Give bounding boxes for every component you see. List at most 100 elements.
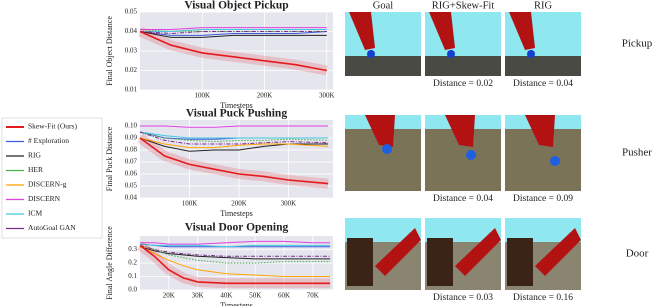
robot-arm xyxy=(455,228,501,276)
x-axis-label: Timesteps xyxy=(220,101,253,110)
y-tick-label: 0.06 xyxy=(125,170,138,178)
distance-label: Distance = 0.02 xyxy=(433,79,493,89)
distance-label: Distance = 0.04 xyxy=(433,194,493,204)
legend: Skew-Fit (Ours) # Exploration RIG HER DISCER… xyxy=(1,117,103,239)
y-tick-label: 0.02 xyxy=(125,66,138,74)
y-tick-label: 0.04 xyxy=(125,27,138,35)
x-tick-label: 300K xyxy=(319,92,335,100)
x-tick-label: 50K xyxy=(249,292,261,300)
x-tick-label: 100K xyxy=(194,92,210,100)
robot-arm xyxy=(349,12,375,50)
object xyxy=(527,50,535,58)
x-tick-label: 100K xyxy=(182,200,198,208)
x-tick-label: 30K xyxy=(192,292,204,300)
line xyxy=(139,137,329,149)
x-tick-label: 40K xyxy=(220,292,232,300)
line xyxy=(139,244,331,257)
legend-label: ICM xyxy=(28,209,43,218)
distance-label: Distance = 0.16 xyxy=(513,293,573,303)
y-tick-label: 0.07 xyxy=(125,158,138,166)
y-axis-label: Final Angle Difference xyxy=(105,226,114,300)
column-header: Goal xyxy=(373,0,393,11)
line xyxy=(139,137,329,185)
legend-label: DISCERN-g xyxy=(28,180,67,189)
scene-image xyxy=(425,12,501,76)
door xyxy=(347,238,373,286)
line xyxy=(140,125,329,128)
object xyxy=(447,50,455,58)
x-tick-label: 200K xyxy=(257,92,273,100)
scene-image xyxy=(505,115,581,191)
y-tick-label: 0.1 xyxy=(128,272,137,280)
legend-label: HER xyxy=(28,165,43,174)
y-axis-label: Final Object Distance xyxy=(105,16,114,86)
line xyxy=(140,29,327,32)
column-header: RIG xyxy=(534,0,553,11)
row-label: Pickup xyxy=(622,38,653,50)
x-tick-label: 300K xyxy=(281,200,297,208)
robot-arm xyxy=(525,115,555,147)
y-tick-label: 0.05 xyxy=(125,182,138,190)
table xyxy=(505,56,581,76)
robot-arm xyxy=(445,115,475,147)
puck xyxy=(466,150,476,160)
door xyxy=(427,238,453,286)
line xyxy=(139,31,327,38)
line xyxy=(139,31,327,35)
y-tick-label: 0.09 xyxy=(125,134,138,142)
line xyxy=(139,243,331,248)
puck xyxy=(382,144,392,154)
column-header: RIG+Skew-Fit xyxy=(432,0,495,11)
legend-label: # Exploration xyxy=(28,136,69,145)
door xyxy=(507,238,533,286)
y-tick-label: 0.04 xyxy=(125,194,138,202)
robot-arm xyxy=(535,228,581,276)
y-tick-label: 0.10 xyxy=(125,122,138,130)
line xyxy=(139,243,331,248)
y-tick-label: 0.0 xyxy=(128,286,137,294)
x-tick-label: 20K xyxy=(163,292,175,300)
y-tick-label: 0.08 xyxy=(125,146,138,154)
line xyxy=(139,30,327,72)
line xyxy=(140,240,331,245)
line xyxy=(139,246,331,277)
line xyxy=(139,131,329,139)
line xyxy=(139,246,331,260)
scene-image xyxy=(345,115,421,191)
chart-title: Visual Door Opening xyxy=(185,222,289,234)
distance-label: Distance = 0.04 xyxy=(513,79,573,89)
x-tick-label: 200K xyxy=(231,200,247,208)
scene-image xyxy=(425,115,501,191)
x-axis-label: Timesteps xyxy=(220,301,253,306)
scene-image xyxy=(345,12,421,76)
legend-box xyxy=(1,117,103,239)
chart-title: Visual Object Pickup xyxy=(184,0,288,12)
y-tick-label: 0.01 xyxy=(125,86,138,94)
legend-label: RIG xyxy=(28,151,42,160)
robot-arm xyxy=(365,115,395,147)
y-tick-label: 0.2 xyxy=(128,259,137,267)
puck xyxy=(550,156,560,166)
legend-label: Skew-Fit (Ours) xyxy=(28,122,77,131)
chart-title: Visual Puck Pushing xyxy=(186,108,287,120)
x-axis-label: Timesteps xyxy=(220,209,253,218)
x-tick-label: 70K xyxy=(307,292,319,300)
y-tick-label: 0.05 xyxy=(125,8,138,16)
y-tick-label: 0.3 xyxy=(128,245,137,253)
scene-image xyxy=(425,218,501,290)
object xyxy=(367,50,375,58)
row-label: Door xyxy=(626,248,649,260)
row-label: Pusher xyxy=(622,147,652,159)
line xyxy=(139,131,329,143)
scene-image xyxy=(505,218,581,290)
x-tick-label: 60K xyxy=(278,292,290,300)
line xyxy=(139,244,331,285)
table xyxy=(425,56,501,76)
y-tick-label: 0.03 xyxy=(125,47,138,55)
legend-label: AutoGoal GAN xyxy=(28,223,76,232)
robot-arm xyxy=(429,12,455,50)
line xyxy=(140,27,327,30)
line xyxy=(139,131,329,145)
legend-label: DISCERN xyxy=(28,194,61,203)
